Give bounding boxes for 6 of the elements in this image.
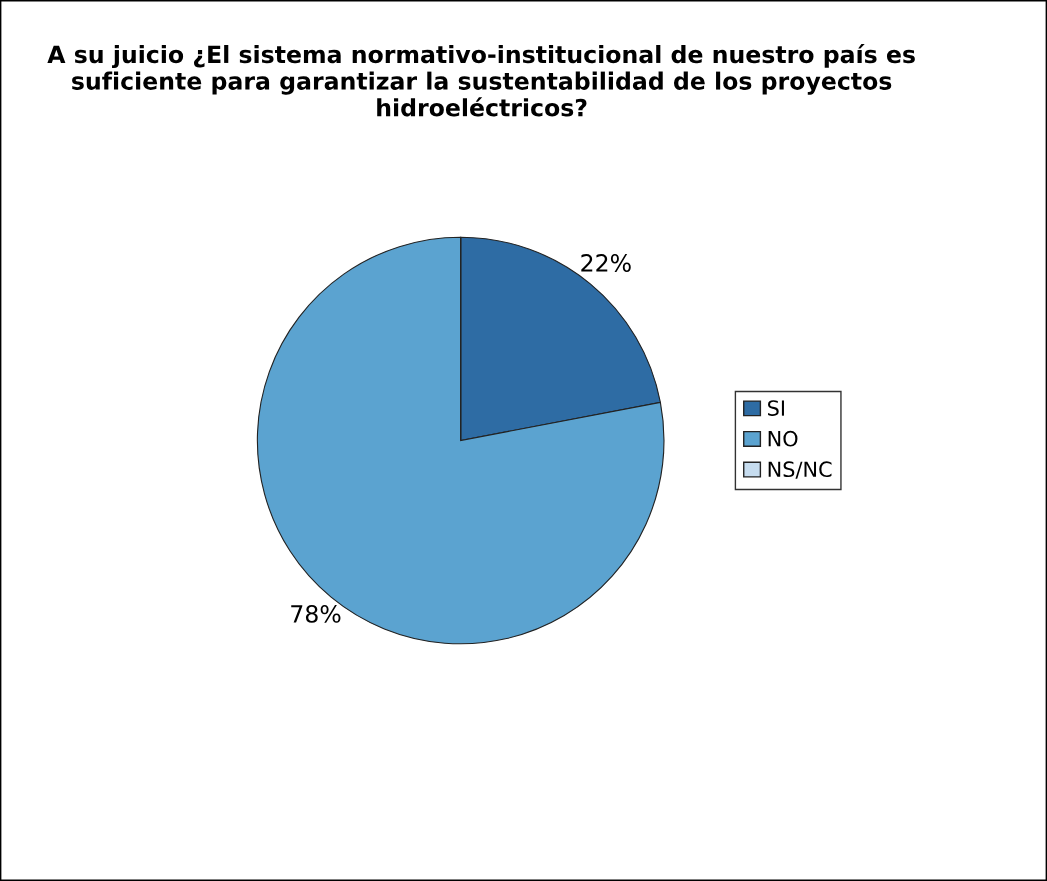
- chart-title: A su juicio ¿El sistema normativo-institucional de nuestro país es suficiente para garantizar la sustentabilidad de los proyectos hidroeléctricos?: [47, 44, 915, 117]
- data-label: 78%: [291, 604, 341, 623]
- legend-label: SI: [768, 400, 784, 416]
- legend-label: NS/NC: [768, 461, 832, 479]
- legend-label: NO: [768, 430, 798, 447]
- data-label: 22%: [581, 254, 631, 272]
